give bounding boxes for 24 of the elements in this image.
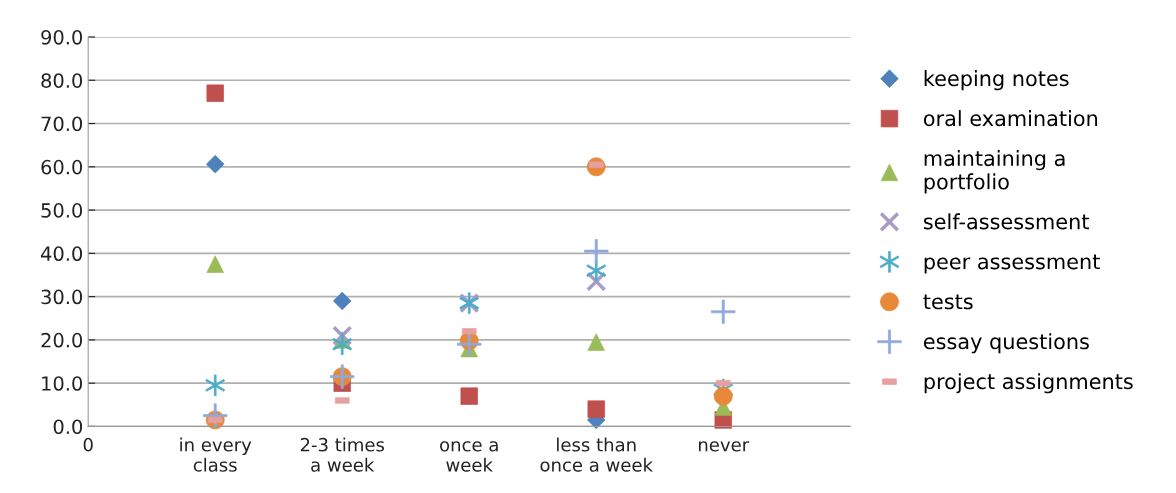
y-tick-label: 0.0	[53, 419, 83, 435]
legend-label: tests	[923, 294, 973, 310]
x-tick-label: less than once a week	[540, 437, 653, 472]
y-tick-label: 10.0	[42, 376, 83, 391]
y-tick-label: 50.0	[41, 203, 83, 218]
x-tick-label: never	[698, 441, 750, 452]
legend-label: maintaining a portfolio	[924, 150, 1065, 194]
legend-label: peer assessment	[924, 254, 1100, 274]
legend-label: project assignments	[924, 373, 1133, 394]
y-tick-label: 30.0	[41, 289, 83, 305]
y-tick-label: 60.0	[41, 159, 83, 175]
y-tick-label: 40.0	[41, 246, 83, 262]
legend-label: keeping notes	[924, 70, 1069, 91]
legend-label: self-assessment	[923, 213, 1089, 230]
x-tick-label: 0	[83, 437, 93, 452]
y-tick-label: 20.0	[41, 332, 83, 348]
x-tick-label: in every class	[180, 437, 252, 472]
y-tick-label: 70.0	[41, 116, 83, 132]
x-tick-label: once a week	[440, 441, 498, 472]
y-tick-label: 90.0	[41, 29, 83, 45]
legend-label: essay questions	[923, 333, 1089, 354]
x-tick-label: 2-3 times a week	[300, 437, 385, 472]
y-tick-label: 80.0	[41, 73, 83, 88]
legend-label: oral examination	[923, 110, 1098, 127]
